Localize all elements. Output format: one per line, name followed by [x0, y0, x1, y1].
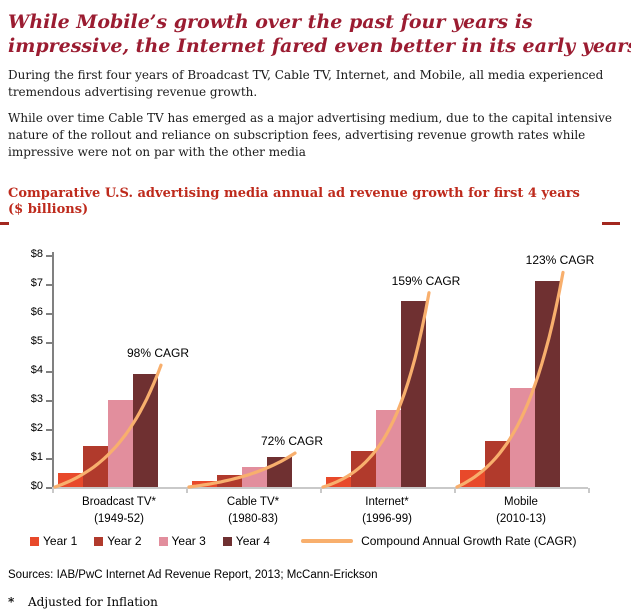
y-tick-label: $6: [30, 306, 43, 318]
legend-label: Year 4: [235, 534, 271, 548]
y-tick: [46, 342, 52, 344]
bar-mobile-year-4: [535, 281, 560, 487]
bar-internet-year-3: [376, 410, 401, 487]
divider: [0, 222, 620, 225]
footnote: * Adjusted for Inflation: [8, 595, 620, 609]
sources-line: Sources: IAB/PwC Internet Ad Revenue Rep…: [8, 569, 378, 581]
y-tick: [46, 458, 52, 460]
y-tick: [46, 255, 52, 257]
bar-mobile-year-1: [460, 469, 485, 487]
category-label: Cable TV* (1980-83): [186, 494, 320, 528]
category-period: (1949-52): [94, 513, 144, 525]
legend-item-year-3: Year 3: [158, 534, 206, 548]
secondary-paragraph: While over time Cable TV has emerged as …: [8, 111, 612, 159]
bar-mobile-year-2: [485, 440, 510, 487]
y-tick: [46, 487, 52, 489]
legend-line-swatch: [301, 539, 354, 543]
x-tick: [454, 488, 456, 493]
legend-item-cagr: Compound Annual Growth Rate (CAGR): [287, 534, 577, 548]
category-period: (1996-99): [362, 513, 412, 525]
category-period: (1980-83): [228, 513, 278, 525]
bar-cable-tv-year-2: [217, 475, 242, 487]
legend-label: Compound Annual Growth Rate (CAGR): [361, 534, 577, 548]
legend-item-year-4: Year 4: [222, 534, 271, 548]
bar-broadcast-tv-year-4: [133, 373, 158, 487]
y-tick-label: $2: [30, 422, 43, 434]
legend-label: Year 2: [107, 534, 142, 548]
y-tick: [46, 400, 52, 402]
bar-broadcast-tv-year-1: [58, 472, 83, 487]
legend-swatch-year-1: [30, 536, 39, 546]
divider-dash-left: [0, 222, 9, 225]
y-tick-label: $3: [30, 393, 43, 405]
category-name: Mobile: [504, 496, 538, 508]
y-tick-label: $4: [30, 364, 43, 376]
footnote-marker: *: [8, 595, 15, 609]
bar-broadcast-tv-year-3: [108, 400, 133, 487]
bar-cable-tv-year-1: [192, 481, 217, 487]
cagr-label-internet: 159% CAGR: [391, 273, 461, 288]
category-label: Internet* (1996-99): [320, 494, 454, 528]
bar-cable-tv-year-4: [267, 456, 292, 487]
cagr-label-cable-tv: 72% CAGR: [260, 434, 324, 449]
category-name: Broadcast TV*: [82, 496, 156, 508]
chart-title-block: Comparative U.S. advertising media annua…: [8, 186, 620, 218]
y-tick-label: $8: [30, 248, 43, 260]
bar-cable-tv-year-3: [242, 466, 267, 487]
x-tick: [186, 488, 188, 493]
category-label: Broadcast TV* (1949-52): [52, 494, 186, 528]
bar-broadcast-tv-year-2: [83, 446, 108, 487]
y-tick-label: $0: [30, 480, 43, 492]
y-tick-label: $7: [30, 277, 43, 289]
y-tick: [46, 371, 52, 373]
y-tick: [46, 284, 52, 286]
legend-swatch-year-3: [158, 536, 168, 546]
y-axis-line: [52, 252, 54, 487]
footnote-text: Adjusted for Inflation: [28, 595, 158, 609]
legend-item-year-2: Year 2: [94, 534, 142, 548]
cagr-label-mobile: 123% CAGR: [525, 253, 595, 268]
category-period: (2010-13): [496, 513, 546, 525]
chart-subtitle: ($ billions): [8, 202, 89, 217]
page-title-line-1: While Mobile’s growth over the past four…: [8, 11, 533, 33]
chart-title: Comparative U.S. advertising media annua…: [8, 186, 580, 201]
y-tick: [46, 429, 52, 431]
page-title: While Mobile’s growth over the past four…: [8, 10, 631, 58]
legend-item-year-1: Year 1: [30, 534, 77, 548]
bar-mobile-year-3: [510, 388, 535, 487]
intro-paragraph: During the first four years of Broadcast…: [8, 68, 604, 99]
x-tick: [320, 488, 322, 493]
category-name: Cable TV*: [226, 496, 280, 508]
legend-label: Year 1: [43, 534, 78, 548]
cagr-label-broadcast-tv: 98% CAGR: [126, 346, 190, 361]
bar-internet-year-1: [326, 476, 351, 487]
category-name: Internet*: [365, 496, 409, 508]
legend-label: Year 3: [171, 534, 206, 548]
chart-legend: Year 1 Year 2 Year 3 Year 4 Compound Annual …: [30, 534, 620, 548]
x-tick: [588, 488, 590, 493]
y-tick: [46, 313, 52, 315]
page-title-line-2: impressive, the Internet fared even bett…: [8, 35, 631, 57]
legend-swatch-year-2: [94, 536, 104, 546]
category-label: Mobile (2010-13): [454, 494, 588, 528]
bar-internet-year-4: [401, 301, 426, 487]
y-tick-label: $1: [30, 451, 43, 463]
x-tick: [52, 488, 54, 493]
bar-chart-canvas: $8 $7 $6 $5 $4 $3 $2 $1 $0 Broadcast TV* (1949-52)…: [8, 230, 628, 532]
legend-swatch-year-4: [222, 536, 232, 546]
bar-internet-year-2: [351, 450, 376, 487]
divider-dash-right: [602, 222, 620, 225]
y-tick-label: $5: [30, 335, 43, 347]
